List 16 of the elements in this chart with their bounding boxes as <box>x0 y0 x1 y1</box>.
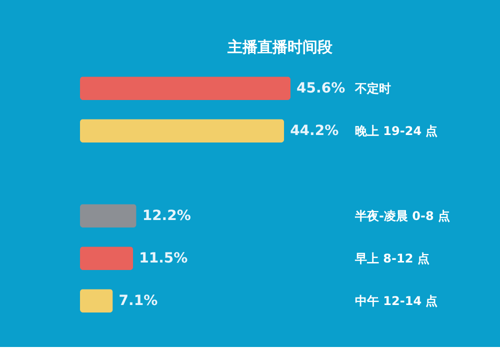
bar <box>80 76 291 100</box>
y-tick-label: 晚上 19-24 点 <box>355 124 438 138</box>
data-label: 44.2% <box>290 122 339 139</box>
y-tick-label: 不定时 <box>354 81 391 96</box>
data-label: 45.6% <box>296 80 346 96</box>
bar <box>80 204 136 228</box>
data-label: 12.2% <box>142 208 191 224</box>
y-tick-label: 半夜-凌晨 0-8 点 <box>354 208 450 223</box>
data-label: 11.5% <box>139 250 188 266</box>
bar <box>80 289 113 312</box>
bar <box>80 119 284 142</box>
chart-title: 主播直播时间段 <box>226 38 334 56</box>
data-label: 7.1% <box>118 292 158 309</box>
bar <box>80 246 134 270</box>
y-tick-label: 早上 8-12 点 <box>354 251 430 266</box>
y-tick-label: 中午 12-14 点 <box>355 294 438 308</box>
